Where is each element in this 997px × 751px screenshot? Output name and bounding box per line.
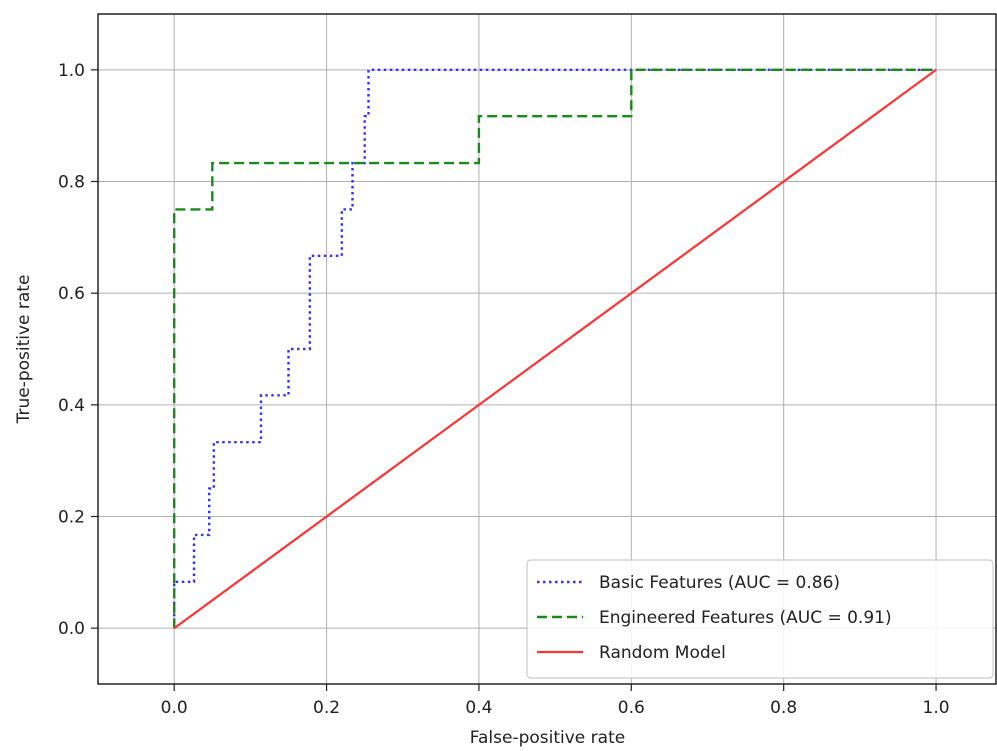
legend: Basic Features (AUC = 0.86) Engineered Fe… bbox=[526, 559, 994, 679]
y-tick-label: 0.2 bbox=[58, 508, 85, 528]
series-line-3 bbox=[173, 68, 937, 630]
y-axis-title: True-positive rate bbox=[14, 275, 34, 425]
legend-label-1: Basic Features (AUC = 0.86) bbox=[599, 573, 840, 593]
x-tick-label: 0.0 bbox=[161, 698, 188, 718]
y-tick-label: 0.0 bbox=[58, 619, 85, 639]
y-tick-label: 0.8 bbox=[58, 173, 85, 193]
y-tick-label: 1.0 bbox=[58, 61, 85, 81]
x-axis-title: False-positive rate bbox=[470, 728, 625, 748]
grid bbox=[98, 14, 997, 684]
x-tick-label: 1.0 bbox=[923, 698, 950, 718]
x-tick-label: 0.6 bbox=[618, 698, 645, 718]
plot-area-frame bbox=[97, 13, 997, 685]
x-tick-label: 0.8 bbox=[770, 698, 797, 718]
x-tick-label: 0.4 bbox=[465, 698, 492, 718]
legend-box bbox=[526, 559, 994, 679]
series-lines bbox=[172, 68, 937, 630]
y-tick-label: 0.6 bbox=[58, 284, 85, 304]
x-tick-label: 0.2 bbox=[313, 698, 340, 718]
axis-ticks: 0.0 0.2 0.4 0.6 0.8 1.0 0.0 0.2 0.4 0.6 0.8 1.0 bbox=[58, 61, 950, 718]
series-line-2 bbox=[172, 68, 937, 629]
legend-label-3: Random Model bbox=[599, 643, 726, 663]
legend-label-2: Engineered Features (AUC = 0.91) bbox=[599, 608, 892, 628]
y-tick-label: 0.4 bbox=[58, 396, 85, 416]
